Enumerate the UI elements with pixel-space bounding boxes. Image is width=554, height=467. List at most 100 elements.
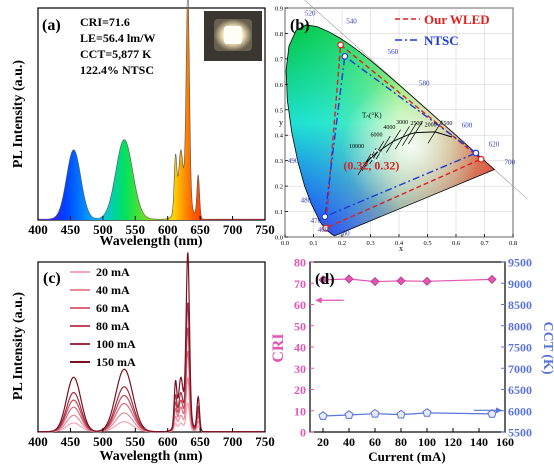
panel-c-label: (c) [43, 270, 61, 287]
cie-xtick-label: 0.3 [366, 240, 374, 247]
cri-tick-label: 20 [294, 383, 306, 397]
spectrum-150-mA [38, 252, 265, 433]
wavelength-label: 490 [288, 157, 299, 165]
cct-label: 2000 [425, 122, 437, 128]
wavelength-label: 520 [305, 10, 316, 18]
annotation-ntsc: 122.4% NTSC [80, 63, 154, 77]
legend-label: 60 mA [96, 301, 130, 315]
legend-label: 80 mA [96, 319, 130, 333]
planckian-label: Tₙ(°K) [362, 111, 382, 119]
cie-xtick-label: 0.1 [309, 240, 317, 247]
panel-a-xtick-label: 600 [158, 222, 178, 237]
ylabel-c: PL Intensity (a.u.) [11, 292, 26, 400]
cct-label: 2500 [410, 121, 422, 127]
isotemperature-line [385, 129, 401, 153]
cri-tick-label: 50 [294, 319, 306, 333]
panel-d-xtick-label: 40 [343, 435, 355, 449]
wavelength-label: 600 [462, 122, 473, 130]
ylabel-d-left: CRI [270, 333, 287, 362]
white-point-label: (0.32, 0.32) [343, 159, 399, 173]
isotemperature-line [361, 147, 377, 172]
panel-d-xtick-label: 160 [496, 435, 514, 449]
panel-c-xtick-label: 550 [126, 434, 146, 449]
cct-tick-label: 8500 [508, 298, 532, 312]
cct-tick-label: 6000 [508, 404, 532, 418]
xlabel-b: x [399, 244, 403, 253]
isotemperature-line [394, 126, 410, 150]
cct-point [422, 408, 432, 417]
panel-c-xtick-label: 400 [28, 434, 48, 449]
panel-a-xtick-label: 650 [190, 222, 210, 237]
wavelength-label: 580 [419, 80, 430, 88]
white-point-marker [370, 149, 382, 162]
spectral-locus [285, 24, 496, 237]
panel-d-xtick-label: 100 [418, 435, 436, 449]
cie-ytick-label: 0.3 [275, 158, 283, 165]
our-wled-vertex [322, 224, 330, 232]
panel-a-xtick-label: 550 [126, 222, 146, 237]
cie-xtick-label: 0.7 [480, 240, 489, 247]
panel-d-xtick-label: 20 [317, 435, 329, 449]
legend-ntsc: NTSC [424, 33, 459, 48]
cct-label: 1500 [440, 121, 452, 127]
cie-xtick-label: 0.0 [281, 240, 289, 247]
panel-c-xtick-label: 450 [61, 434, 81, 449]
cie-ytick-label: 0.4 [275, 133, 284, 140]
legend-label: 40 mA [96, 283, 130, 297]
panel-b-label: (b) [290, 17, 310, 34]
isotemperature-line [369, 140, 385, 165]
panel-d-xtick-label: 120 [444, 435, 462, 449]
panel-a: 400 450 500 550 600 650 700 750 (a) CRI=71.6 LE… [11, 0, 275, 249]
cct-point [370, 408, 380, 418]
legend-our-wled: Our WLED [424, 12, 490, 27]
panel-d-xtick-label: 60 [369, 435, 381, 449]
our-wled-vertex [477, 155, 485, 163]
cri-tick-label: 0 [300, 426, 306, 440]
ylabel-a: PL Intensity (a.u.) [11, 60, 26, 168]
panel-c-xtick-label: 700 [223, 434, 243, 449]
panel-c-xtick-label: 650 [190, 434, 210, 449]
cct-label: 10000 [349, 144, 364, 150]
ntsc-vertex [472, 149, 480, 157]
cct-tick-label: 5500 [508, 426, 532, 440]
spectrum-a-line [38, 0, 265, 220]
isotemperature-line [408, 121, 423, 145]
panel-a-xtick-label: 450 [61, 222, 81, 237]
panel-a-label: (a) [42, 17, 61, 34]
wavelength-label: 480 [301, 197, 312, 205]
cct-point [318, 411, 328, 420]
panel-c-xtick-label: 750 [255, 434, 275, 449]
cct-axis-arrowhead [495, 407, 503, 414]
isotemperature-line [402, 122, 417, 146]
cie-xtick-label: 0.8 [509, 240, 517, 247]
wavelength-label: 460 [318, 226, 329, 234]
cct-tick-label: 9500 [508, 256, 532, 270]
cct-point [396, 409, 406, 419]
cri-point [370, 276, 380, 287]
panel-d-xtick-label: 80 [395, 435, 407, 449]
legend-b: Our WLED NTSC [395, 12, 490, 48]
cri-point [422, 276, 432, 286]
cri-tick-label: 10 [294, 404, 306, 418]
cie-xtick-label: 0.4 [395, 240, 404, 247]
panel-a-xtick-label: 750 [255, 222, 275, 237]
cie-ytick-label: 0.5 [275, 107, 283, 114]
cri-tick-label: 80 [294, 256, 306, 270]
cie-ytick-label: 0.0 [275, 235, 283, 242]
cri-tick-label: 60 [294, 298, 306, 312]
ntsc-triangle [324, 55, 478, 218]
cct-point [487, 409, 497, 418]
cct-tick-label: 8000 [508, 319, 532, 333]
our-wled-triangle [325, 43, 483, 230]
cct-line [322, 412, 493, 417]
legend-label: 100 mA [96, 337, 136, 351]
annotation-cri: CRI=71.6 [80, 15, 130, 29]
cct-label: 3000 [396, 120, 408, 126]
panel-d: 20 40 60 80 100 120 140 160 0 10 20 30 40 50 60 70 80 550… [270, 256, 554, 465]
our-wled-vertex [337, 41, 344, 49]
cie-xtick-label: 0.2 [338, 240, 346, 247]
cri-tick-label: 70 [294, 277, 306, 291]
spectrum-100-mA [38, 302, 265, 433]
wavelength-label: 470 [311, 217, 322, 225]
